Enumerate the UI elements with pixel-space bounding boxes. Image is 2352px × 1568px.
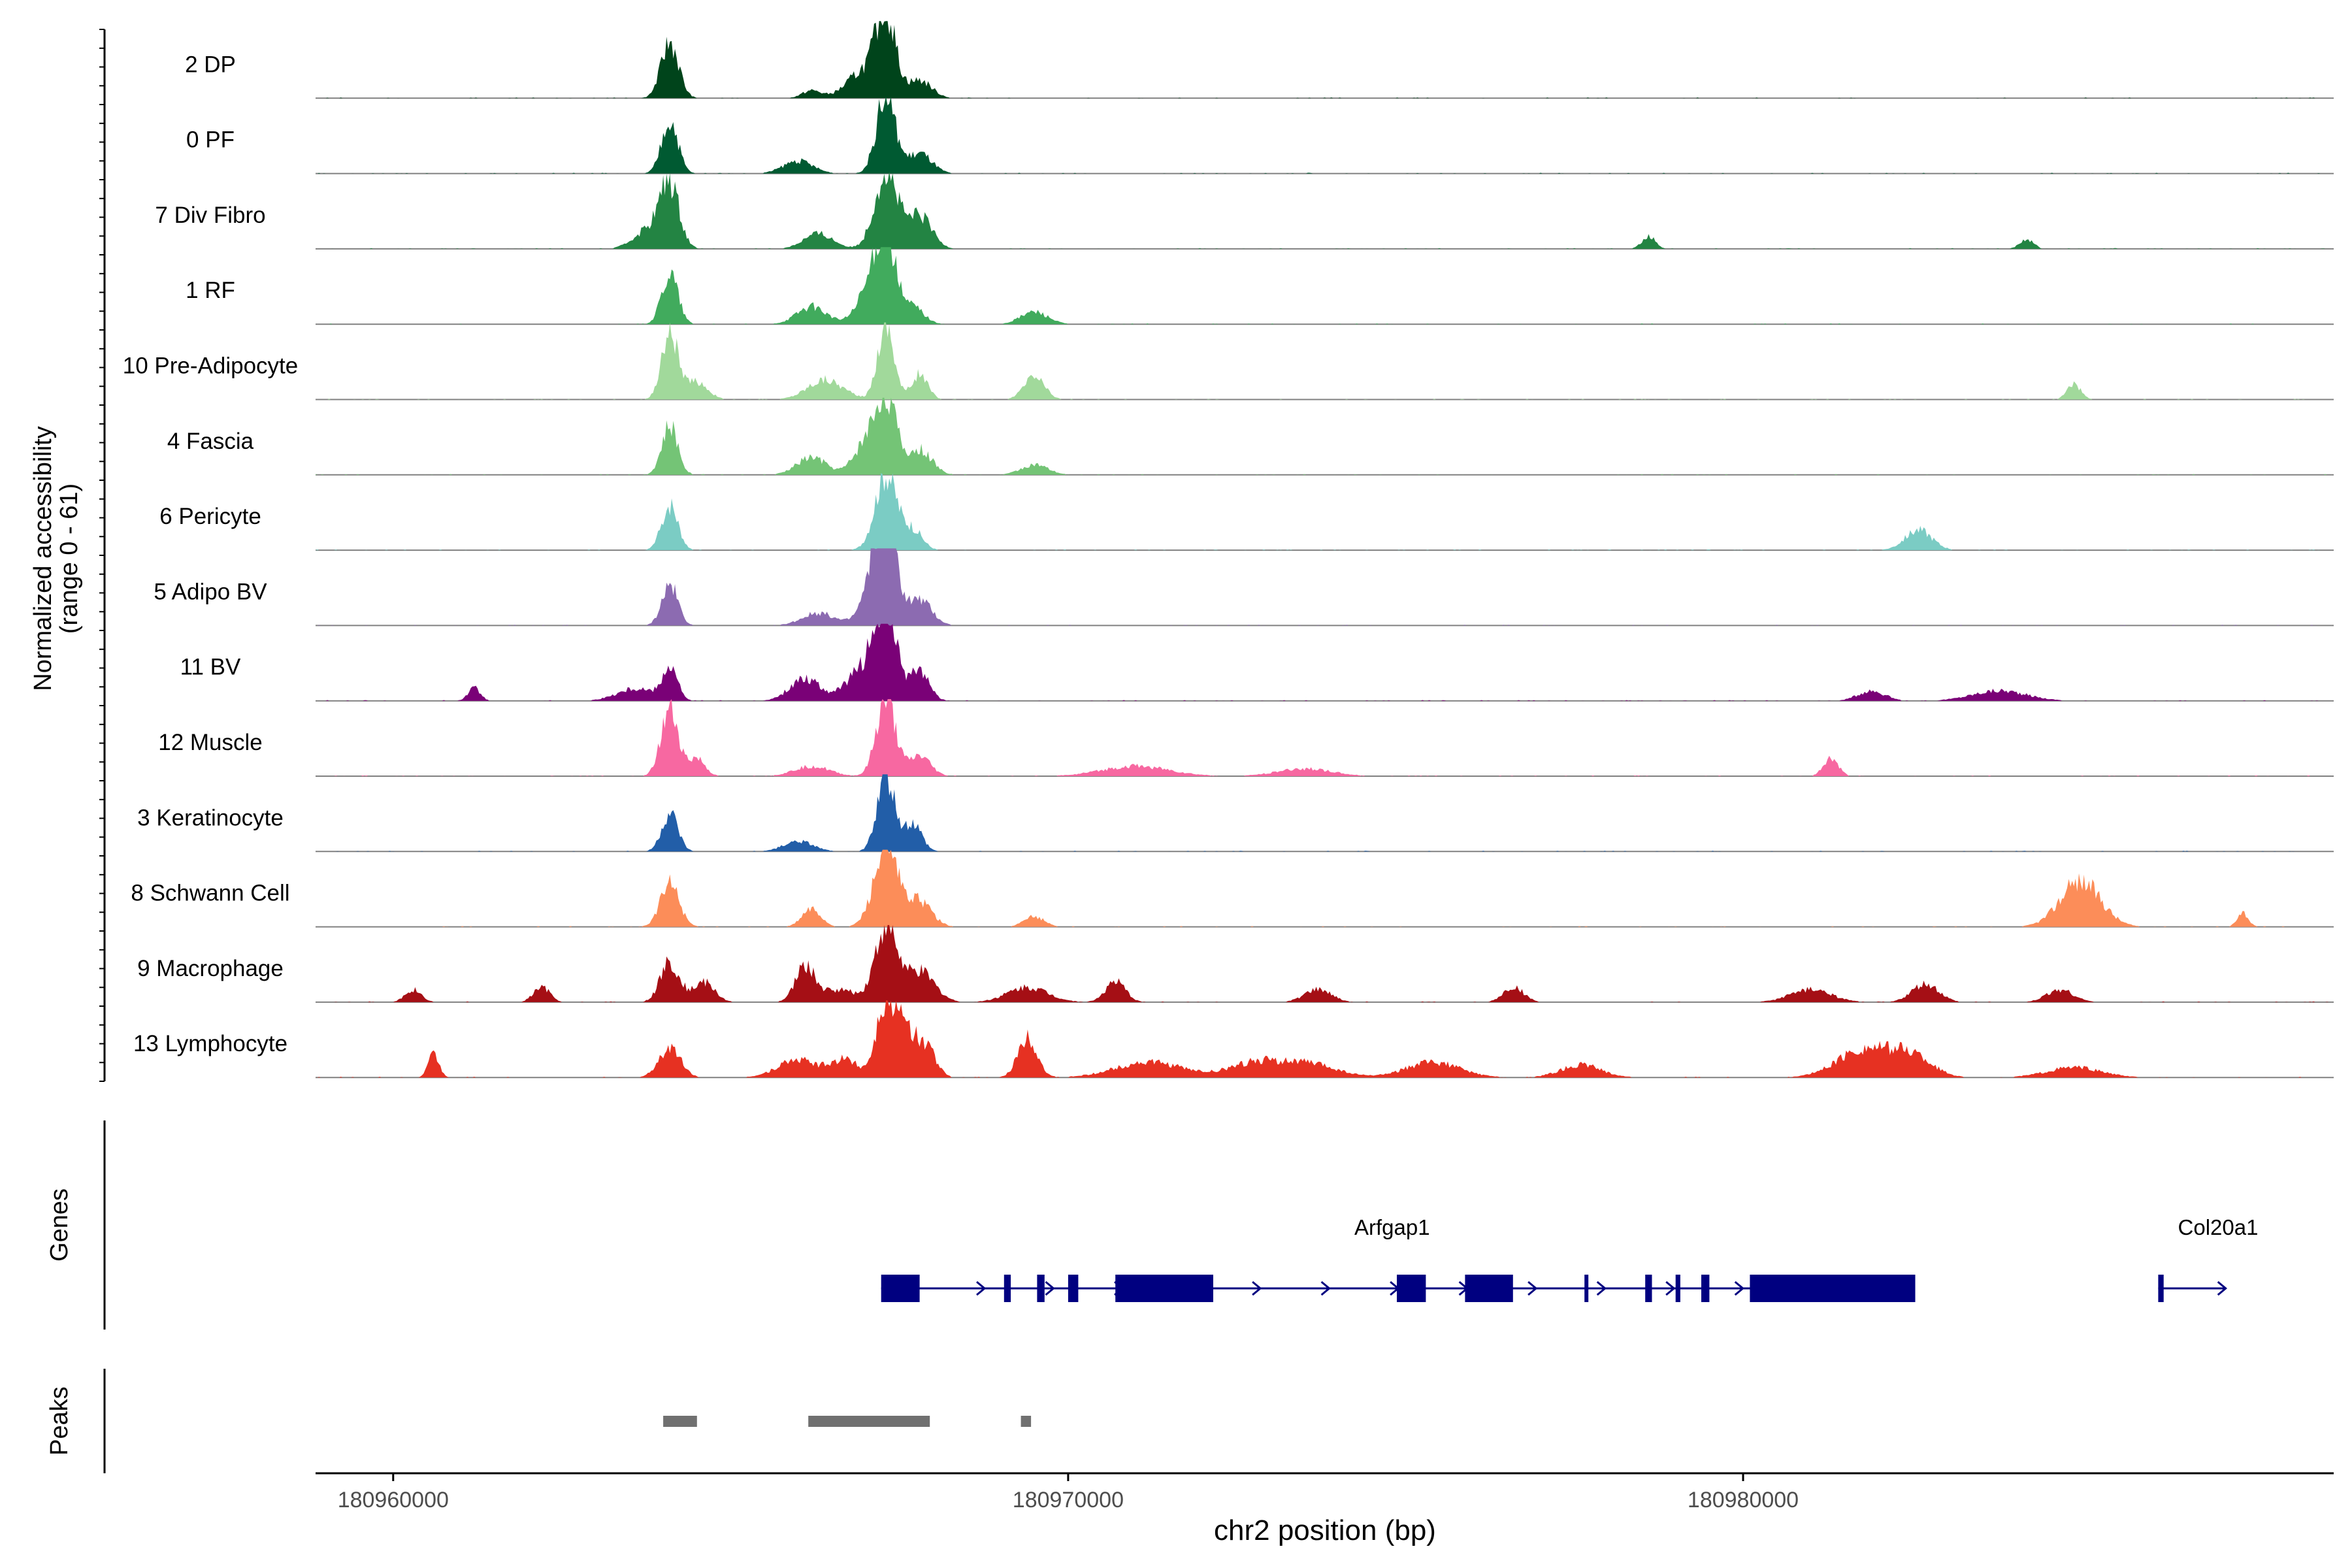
track-area [316, 322, 2334, 400]
exon [2158, 1275, 2164, 1302]
exon [1750, 1275, 1916, 1302]
track-area [316, 623, 2334, 701]
track-label: 8 Schwann Cell [131, 881, 289, 906]
track-label: 1 RF [186, 278, 235, 303]
peak-region [663, 1416, 697, 1427]
exon [1645, 1275, 1652, 1302]
strand-arrow [1734, 1281, 1745, 1296]
y-axis-subtitle: (range 0 - 61) [56, 483, 83, 634]
track-area [316, 849, 2334, 927]
track-1: 0 PF [186, 96, 2334, 174]
track-area [316, 473, 2334, 551]
track-area [316, 171, 2334, 249]
peaks-axis-title: Peaks [46, 1386, 73, 1456]
exon [1675, 1275, 1680, 1302]
gene-arfgap1: Arfgap1 [881, 1215, 1916, 1302]
x-tick-label: 180960000 [338, 1488, 449, 1512]
peak-region [1021, 1416, 1032, 1427]
peak-track [663, 1416, 1032, 1427]
x-tick-label: 180980000 [1688, 1488, 1799, 1512]
track-label: 4 Fascia [167, 429, 254, 454]
track-10: 3 Keratinocyte [137, 774, 2334, 853]
track-label: 10 Pre-Adipocyte [123, 353, 298, 379]
genes-axis-title: Genes [46, 1188, 73, 1262]
track-area [316, 548, 2334, 626]
track-2: 7 Div Fibro [155, 171, 2334, 250]
track-area [316, 699, 2334, 776]
exon [1004, 1275, 1011, 1302]
track-13: 13 Lymphocyte [133, 1000, 2334, 1079]
track-4: 10 Pre-Adipocyte [123, 322, 2334, 400]
track-9: 12 Muscle [158, 699, 2334, 777]
gene-name: Col20a1 [2178, 1215, 2259, 1239]
axes: 180960000 180970000 180980000 [99, 29, 2334, 1512]
exon [1068, 1275, 1079, 1302]
track-5: 4 Fascia [167, 397, 2334, 476]
track-label: 11 BV [180, 655, 241, 680]
gene-col20a1: Col20a1 [2158, 1215, 2258, 1302]
strand-arrow [1320, 1281, 1331, 1296]
x-tick-label: 180970000 [1013, 1488, 1124, 1512]
track-label: 5 Adipo BV [154, 579, 267, 604]
strand-arrow [1527, 1281, 1538, 1296]
track-label: 2 DP [185, 52, 236, 77]
track-3: 1 RF [186, 247, 2334, 325]
exon [1465, 1275, 1513, 1302]
track-label: 13 Lymphocyte [133, 1031, 287, 1056]
gene-name: Arfgap1 [1354, 1215, 1430, 1239]
track-6: 6 Pericyte [159, 473, 2334, 551]
track-area [316, 1000, 2334, 1078]
strand-arrow [1665, 1281, 1676, 1296]
track-area [316, 924, 2334, 1002]
track-12: 9 Macrophage [137, 924, 2334, 1003]
track-7: 5 Adipo BV [154, 548, 2334, 627]
x-axis-title: chr2 position (bp) [1214, 1514, 1436, 1546]
track-label: 6 Pericyte [159, 504, 261, 529]
exon [1037, 1275, 1045, 1302]
track-label: 9 Macrophage [137, 956, 284, 981]
track-area [316, 247, 2334, 325]
track-11: 8 Schwann Cell [131, 849, 2334, 928]
strand-arrow [1252, 1281, 1262, 1296]
track-8: 11 BV [180, 623, 2334, 702]
exon [1397, 1275, 1426, 1302]
exon [881, 1275, 920, 1302]
track-label: 12 Muscle [158, 730, 263, 755]
track-label: 3 Keratinocyte [137, 805, 284, 830]
track-area [316, 21, 2334, 99]
strand-arrow [1045, 1281, 1055, 1296]
coverage-tracks: 2 DP 0 PF 7 Div Fibro 1 RF 10 Pre-Adipocyte 4… [123, 21, 2334, 1079]
strand-arrow [1596, 1281, 1607, 1296]
strand-arrow [976, 1281, 987, 1296]
track-area [316, 397, 2334, 475]
exon [1115, 1275, 1213, 1302]
exon [1584, 1275, 1589, 1302]
track-0: 2 DP [185, 21, 2334, 99]
peak-region [808, 1416, 930, 1427]
y-axis-title: Normalized accessibility [29, 426, 57, 691]
gene-annotation-track: Arfgap1 Col20a1 [881, 1215, 2258, 1302]
track-area [316, 774, 2334, 852]
exon [1701, 1275, 1710, 1302]
track-area [316, 96, 2334, 174]
strand-arrow [2217, 1281, 2228, 1296]
track-label: 7 Div Fibro [155, 203, 265, 228]
track-label: 0 PF [186, 127, 235, 153]
